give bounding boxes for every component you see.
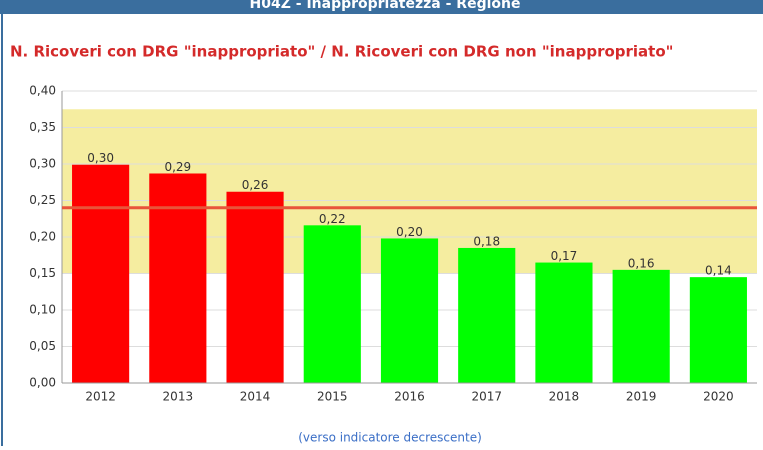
y-tick-label: 0,15: [29, 266, 56, 280]
y-tick-label: 0,05: [29, 339, 56, 353]
value-label: 0,22: [319, 212, 346, 226]
x-tick-label: 2017: [471, 390, 502, 404]
value-label: 0,26: [242, 178, 269, 192]
y-tick-label: 0,30: [29, 157, 56, 171]
bar: [535, 262, 593, 383]
bar: [458, 247, 516, 383]
value-label: 0,20: [396, 225, 423, 239]
bar: [612, 269, 670, 383]
x-tick-label: 2019: [626, 390, 657, 404]
value-label: 0,16: [628, 256, 655, 270]
value-label: 0,29: [164, 160, 191, 174]
bar: [72, 164, 130, 383]
bar: [149, 173, 207, 383]
x-tick-label: 2020: [703, 390, 734, 404]
x-tick-label: 2014: [240, 390, 271, 404]
bar: [689, 277, 747, 383]
note: (verso indicatore decrescente): [298, 431, 482, 445]
value-label: 0,18: [473, 234, 500, 248]
x-tick-label: 2016: [394, 390, 425, 404]
y-tick-label: 0,10: [29, 303, 56, 317]
y-tick-label: 0,20: [29, 230, 56, 244]
header-bar: [0, 0, 763, 14]
x-tick-label: 2015: [317, 390, 348, 404]
chart-title: N. Ricoveri con DRG "inappropriato" / N.…: [10, 43, 673, 61]
bar: [380, 238, 439, 383]
x-tick-label: 2013: [163, 390, 194, 404]
bar: [303, 225, 361, 383]
header-title: H04Z - Inappropriatezza - Regione: [250, 0, 521, 12]
y-tick-label: 0,25: [29, 193, 56, 207]
value-label: 0,30: [87, 151, 114, 165]
value-label: 0,17: [551, 249, 578, 263]
value-label: 0,14: [705, 264, 732, 278]
y-tick-label: 0,00: [29, 376, 56, 390]
bar: [226, 191, 284, 383]
x-tick-label: 2012: [85, 390, 116, 404]
y-tick-label: 0,40: [29, 84, 56, 98]
y-tick-label: 0,35: [29, 120, 56, 134]
x-tick-label: 2018: [549, 390, 580, 404]
